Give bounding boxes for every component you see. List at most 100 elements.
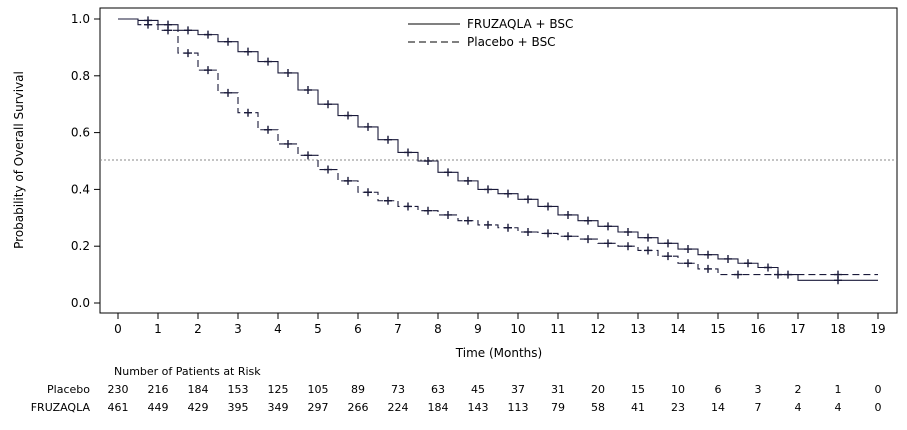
risk-row-label: FRUZAQLA (31, 401, 91, 414)
risk-row-label: Placebo (47, 383, 90, 396)
risk-count: 73 (391, 383, 405, 396)
y-tick-label: 0.0 (71, 296, 90, 310)
y-tick-label: 0.6 (71, 126, 90, 140)
censor-marks (144, 20, 842, 279)
censor-mark (464, 176, 472, 185)
censor-mark (404, 202, 412, 211)
x-tick-label: 15 (710, 322, 725, 336)
censor-mark (604, 222, 612, 231)
censor-mark (774, 270, 782, 279)
x-tick-label: 4 (274, 322, 282, 336)
censor-mark (464, 216, 472, 225)
risk-count: 143 (468, 401, 489, 414)
censor-mark (304, 86, 312, 94)
censor-mark (324, 165, 332, 174)
risk-count: 125 (268, 383, 289, 396)
risk-count: 15 (631, 383, 645, 396)
censor-mark (684, 259, 692, 268)
curve-placebo (118, 18, 878, 276)
risk-count: 105 (308, 383, 329, 396)
risk-count: 184 (188, 383, 209, 396)
censor-mark (184, 26, 192, 35)
risk-count: 3 (755, 383, 762, 396)
censor-marks (144, 16, 842, 285)
censor-mark (244, 108, 252, 117)
censor-mark (564, 232, 572, 241)
y-axis-label: Probability of Overall Survival (12, 71, 26, 249)
censor-mark (664, 252, 672, 261)
risk-count: 31 (551, 383, 565, 396)
survival-curves (118, 16, 878, 285)
risk-count: 1 (835, 383, 842, 396)
x-tick-label: 8 (434, 322, 442, 336)
risk-count: 41 (631, 401, 645, 414)
y-tick-label: 0.8 (71, 69, 90, 83)
risk-count: 20 (591, 383, 605, 396)
censor-mark (204, 66, 212, 75)
risk-count: 7 (755, 401, 762, 414)
censor-mark (584, 216, 592, 225)
censor-mark (544, 202, 552, 211)
risk-count: 153 (228, 383, 249, 396)
y-tick-label: 1.0 (71, 12, 90, 26)
y-axis: 0.0 0.2 0.4 0.6 0.8 1.0 (71, 12, 100, 310)
risk-count: 10 (671, 383, 685, 396)
censor-mark (684, 245, 692, 254)
censor-mark (264, 57, 272, 66)
legend: FRUZAQLA + BSC Placebo + BSC (408, 17, 573, 49)
risk-count: 266 (348, 401, 369, 414)
censor-mark (204, 30, 212, 39)
censor-mark (424, 157, 432, 165)
x-tick-label: 12 (590, 322, 605, 336)
x-tick-label: 3 (234, 322, 242, 336)
risk-count: 4 (795, 401, 802, 414)
censor-mark (724, 254, 732, 263)
x-tick-label: 16 (750, 322, 765, 336)
risk-count: 0 (875, 383, 882, 396)
censor-mark (364, 188, 372, 197)
censor-mark (144, 20, 152, 29)
censor-mark (224, 88, 232, 97)
x-tick-label: 6 (354, 322, 362, 336)
risk-count: 89 (351, 383, 365, 396)
censor-mark (444, 168, 452, 177)
risk-count: 349 (268, 401, 289, 414)
censor-mark (564, 210, 572, 219)
risk-count: 449 (148, 401, 169, 414)
censor-mark (364, 122, 372, 131)
risk-count: 23 (671, 401, 685, 414)
risk-count: 224 (388, 401, 409, 414)
risk-count: 230 (108, 383, 129, 396)
x-tick-label: 7 (394, 322, 402, 336)
x-tick-label: 5 (314, 322, 322, 336)
censor-mark (424, 206, 432, 215)
censor-mark (164, 26, 172, 35)
y-tick-label: 0.2 (71, 239, 90, 253)
legend-label-fruzaqla: FRUZAQLA + BSC (467, 17, 573, 31)
x-tick-label: 13 (630, 322, 645, 336)
risk-table: Placebo 230 216 184 153 125 105 89 73 63 45 37 31 20 1… (31, 383, 882, 414)
censor-mark (764, 263, 772, 272)
censor-mark (734, 270, 742, 279)
risk-count: 2 (795, 383, 802, 396)
risk-count: 184 (428, 401, 449, 414)
risk-count: 45 (471, 383, 485, 396)
x-tick-label: 0 (114, 322, 122, 336)
censor-mark (704, 264, 712, 273)
x-axis: 0 1 2 3 4 5 6 7 8 9 10 11 12 13 14 15 16 17 18 19 (114, 313, 886, 336)
risk-count: 395 (228, 401, 249, 414)
censor-mark (344, 176, 352, 185)
censor-mark (444, 210, 452, 219)
x-tick-label: 19 (870, 322, 885, 336)
censor-mark (624, 228, 632, 236)
risk-count: 79 (551, 401, 565, 414)
censor-mark (664, 239, 672, 248)
censor-mark (544, 229, 552, 238)
x-tick-label: 2 (194, 322, 202, 336)
curve-fruzaqla (118, 18, 878, 281)
censor-mark (704, 250, 712, 259)
x-tick-label: 1 (154, 322, 162, 336)
risk-table-title: Number of Patients at Risk (114, 365, 261, 378)
censor-mark (344, 111, 352, 120)
